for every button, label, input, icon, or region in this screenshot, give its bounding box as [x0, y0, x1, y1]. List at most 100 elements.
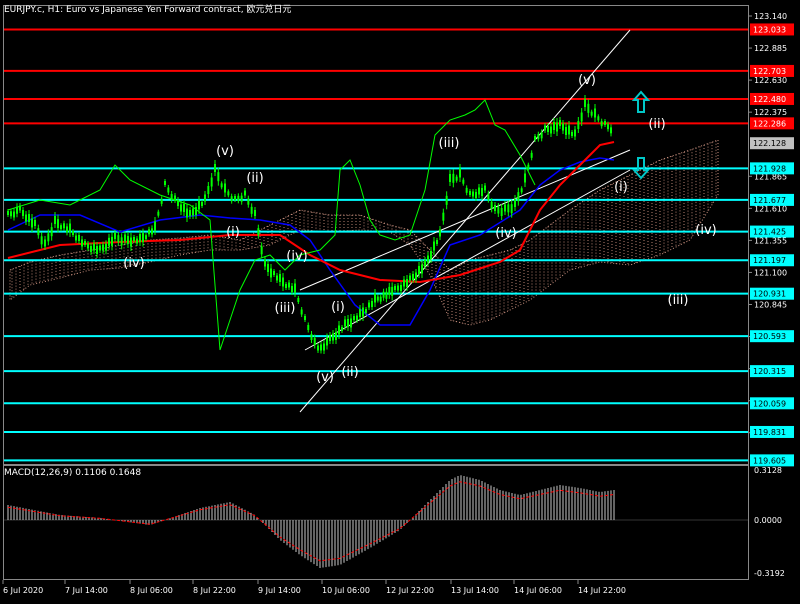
candle-body: [40, 236, 43, 245]
candle-body: [544, 125, 546, 131]
candle-body: [99, 245, 101, 251]
candle-body: [540, 132, 543, 139]
candle-body: [469, 191, 471, 195]
candle-body: [13, 211, 15, 218]
time-tick-label: 14 Jul 06:00: [514, 586, 562, 595]
wave-label: (v): [216, 144, 234, 159]
candle-body: [433, 241, 435, 251]
candle-body: [475, 192, 477, 198]
support-level-tag: [750, 425, 794, 438]
time-axis: 6 Jul 2020 7 Jul 14:00 8 Jul 06:00 8 Jul 22…: [2, 580, 626, 595]
resistance-level-label: 122.286: [753, 119, 786, 128]
wave-label: (iii): [275, 301, 296, 316]
time-tick-label: 14 Jul 22:00: [578, 586, 626, 595]
candle-body: [282, 277, 284, 287]
candle-body: [562, 123, 564, 131]
candle-body: [332, 333, 334, 341]
time-tick-label: 12 Jul 22:00: [386, 586, 434, 595]
candle-body: [257, 228, 260, 236]
candle-body: [294, 283, 296, 293]
candle-body: [490, 201, 493, 209]
candle-body: [7, 211, 9, 215]
support-level-tag: [750, 454, 794, 467]
candle-body: [198, 200, 200, 210]
candle-body: [177, 200, 179, 206]
wave-label: (iv): [286, 249, 307, 264]
candle-body: [465, 187, 468, 193]
ma-fast-line: [7, 141, 615, 284]
candle-body: [31, 218, 33, 228]
wave-label: (iv): [495, 226, 516, 241]
candle-body: [37, 228, 40, 236]
candle-body: [240, 195, 243, 202]
candle-body: [139, 234, 141, 242]
candle-body: [504, 204, 506, 212]
candle-body: [234, 196, 236, 200]
wave-label: (v): [316, 370, 334, 385]
candle-body: [478, 187, 480, 195]
channel-line: [304, 169, 631, 351]
wave-label: (ii): [246, 171, 263, 186]
candle-body: [568, 125, 570, 135]
support-level-label: 121.425: [753, 228, 786, 237]
support-level-tag: [750, 397, 794, 410]
candle-body: [368, 302, 370, 308]
candle-body: [297, 298, 300, 302]
candle-body: [385, 291, 388, 299]
channel-line: [299, 149, 631, 291]
candle-body: [16, 206, 18, 214]
candle-body: [534, 136, 536, 140]
candle-body: [388, 286, 391, 295]
candle-body: [550, 126, 552, 134]
candle-body: [481, 188, 483, 196]
candle-body: [590, 111, 593, 116]
candle-body: [459, 168, 461, 178]
candle-body: [25, 214, 27, 222]
candle-body: [427, 255, 429, 263]
lagging-span: [7, 99, 536, 351]
candle-body: [254, 210, 256, 216]
candle-body: [60, 225, 62, 230]
candle-body: [587, 103, 590, 113]
wave-label: (iii): [439, 136, 460, 151]
time-tick-label: 10 Jul 06:00: [322, 586, 370, 595]
candle-body: [418, 266, 420, 274]
macd-frame: [3, 465, 749, 580]
candle-body: [136, 238, 138, 244]
candle-body: [584, 99, 586, 107]
wave-label: (i): [614, 180, 628, 195]
ma-slow-line: [7, 157, 615, 326]
current-price-label: 122.128: [753, 139, 786, 148]
candle-body: [335, 332, 337, 340]
resistance-level-tag: [750, 117, 794, 130]
candle-body: [500, 208, 503, 216]
support-level-label: 121.928: [753, 164, 786, 173]
candle-body: [320, 344, 322, 351]
candle-body: [54, 216, 56, 224]
candle-body: [400, 285, 402, 291]
wave-label: (ii): [648, 117, 665, 132]
candle-body: [44, 239, 46, 247]
candle-body: [81, 239, 83, 247]
candle-body: [409, 275, 411, 281]
support-level-tag: [750, 330, 794, 343]
candle-body: [87, 243, 89, 249]
main-chart-frame: [3, 5, 749, 465]
candle-body: [180, 204, 182, 212]
candle-body: [382, 291, 385, 298]
candle-body: [28, 214, 30, 222]
price-tick-label: 121.100: [754, 268, 787, 277]
moving-averages: [7, 141, 615, 326]
price-tick-label: 122.885: [754, 44, 787, 53]
candle-body: [307, 325, 310, 330]
candle-body: [565, 127, 567, 135]
down-arrow-icon: [631, 157, 651, 180]
candle-body: [376, 296, 379, 301]
signal-arrows: [631, 90, 651, 180]
support-level-tag: [750, 254, 794, 267]
candle-body: [124, 234, 126, 242]
candle-body: [510, 204, 513, 214]
candle-body: [285, 284, 287, 288]
